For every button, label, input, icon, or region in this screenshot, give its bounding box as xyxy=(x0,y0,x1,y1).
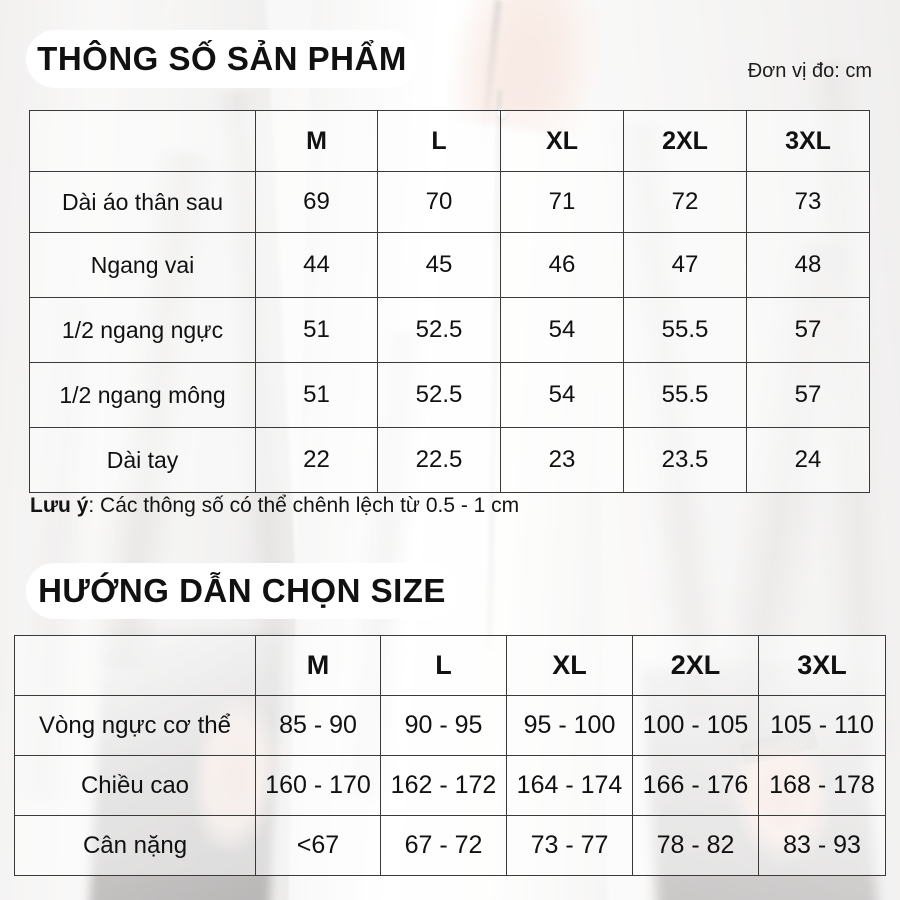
cell-value: 55.5 xyxy=(623,362,747,428)
cell-value: 72 xyxy=(623,171,747,233)
row-label: 1/2 ngang ngực xyxy=(29,297,256,363)
table-row: Dài tay 22 22.5 23 23.5 24 xyxy=(29,427,870,493)
table-row: Chiều cao 160 - 170 162 - 172 164 - 174 … xyxy=(14,755,886,816)
cell-value: 168 - 178 xyxy=(758,755,886,816)
row-label: Ngang vai xyxy=(29,232,256,298)
cell-value: 22.5 xyxy=(377,427,501,493)
tolerance-note-text: : Các thông số có thể chênh lệch từ 0.5 … xyxy=(88,494,520,517)
table-row: Cân nặng <67 67 - 72 73 - 77 78 - 82 83 … xyxy=(14,815,886,876)
cell-value: 162 - 172 xyxy=(380,755,507,816)
cell-value: 160 - 170 xyxy=(255,755,381,816)
table-row: Dài áo thân sau 69 70 71 72 73 xyxy=(29,171,870,233)
cell-value: 67 - 72 xyxy=(380,815,507,876)
column-header-2xl: 2XL xyxy=(623,110,747,172)
cell-value: 100 - 105 xyxy=(632,695,759,756)
row-label: Cân nặng xyxy=(14,815,256,876)
column-header-3xl: 3XL xyxy=(746,110,870,172)
cell-value: 52.5 xyxy=(377,297,501,363)
cell-value: 105 - 110 xyxy=(758,695,886,756)
row-label: 1/2 ngang mông xyxy=(29,362,256,428)
measurement-unit-note: Đơn vị đo: cm xyxy=(747,60,872,82)
cell-value: 55.5 xyxy=(623,297,747,363)
cell-value: 71 xyxy=(500,171,624,233)
column-header-m: M xyxy=(255,110,378,172)
cell-value: 166 - 176 xyxy=(632,755,759,816)
cell-value: 52.5 xyxy=(377,362,501,428)
cell-value: 51 xyxy=(255,297,378,363)
cell-value: 47 xyxy=(623,232,747,298)
table-corner-cell xyxy=(14,635,256,696)
table-header-row: M L XL 2XL 3XL xyxy=(14,635,886,696)
section-title-size-guide: HƯỚNG DẪN CHỌN SIZE xyxy=(26,563,458,619)
cell-value: 54 xyxy=(500,297,624,363)
cell-value: 70 xyxy=(377,171,501,233)
cell-value: 57 xyxy=(746,297,870,363)
column-header-xl: XL xyxy=(506,635,633,696)
cell-value: 23.5 xyxy=(623,427,747,493)
table-row: Ngang vai 44 45 46 47 48 xyxy=(29,232,870,298)
table-row: 1/2 ngang mông 51 52.5 54 55.5 57 xyxy=(29,362,870,428)
cell-value: 164 - 174 xyxy=(506,755,633,816)
table-corner-cell xyxy=(29,110,256,172)
cell-value: 90 - 95 xyxy=(380,695,507,756)
column-header-2xl: 2XL xyxy=(632,635,759,696)
table-row: 1/2 ngang ngực 51 52.5 54 55.5 57 xyxy=(29,297,870,363)
cell-value: 69 xyxy=(255,171,378,233)
column-header-l: L xyxy=(380,635,507,696)
cell-value: <67 xyxy=(255,815,381,876)
cell-value: 57 xyxy=(746,362,870,428)
section-title-product-specs: THÔNG SỐ SẢN PHẨM xyxy=(26,30,418,88)
table-header-row: M L XL 2XL 3XL xyxy=(29,110,870,172)
column-header-l: L xyxy=(377,110,501,172)
cell-value: 46 xyxy=(500,232,624,298)
cell-value: 73 - 77 xyxy=(506,815,633,876)
table-row: Vòng ngực cơ thể 85 - 90 90 - 95 95 - 10… xyxy=(14,695,886,756)
cell-value: 51 xyxy=(255,362,378,428)
column-header-xl: XL xyxy=(500,110,624,172)
cell-value: 54 xyxy=(500,362,624,428)
cell-value: 78 - 82 xyxy=(632,815,759,876)
row-label: Chiều cao xyxy=(14,755,256,816)
cell-value: 22 xyxy=(255,427,378,493)
cell-value: 45 xyxy=(377,232,501,298)
row-label: Dài áo thân sau xyxy=(29,171,256,233)
cell-value: 24 xyxy=(746,427,870,493)
size-guide-table: M L XL 2XL 3XL Vòng ngực cơ thể 85 - 90 … xyxy=(14,635,886,876)
tolerance-note-label: Lưu ý xyxy=(30,494,89,517)
cell-value: 44 xyxy=(255,232,378,298)
cell-value: 73 xyxy=(746,171,870,233)
cell-value: 95 - 100 xyxy=(506,695,633,756)
column-header-3xl: 3XL xyxy=(758,635,886,696)
cell-value: 83 - 93 xyxy=(758,815,886,876)
cell-value: 85 - 90 xyxy=(255,695,381,756)
tolerance-note: Lưu ý: Các thông số có thể chênh lệch từ… xyxy=(30,494,519,518)
cell-value: 48 xyxy=(746,232,870,298)
row-label: Dài tay xyxy=(29,427,256,493)
row-label: Vòng ngực cơ thể xyxy=(14,695,256,756)
column-header-m: M xyxy=(255,635,381,696)
product-spec-table: M L XL 2XL 3XL Dài áo thân sau 69 70 71 … xyxy=(29,110,870,493)
cell-value: 23 xyxy=(500,427,624,493)
